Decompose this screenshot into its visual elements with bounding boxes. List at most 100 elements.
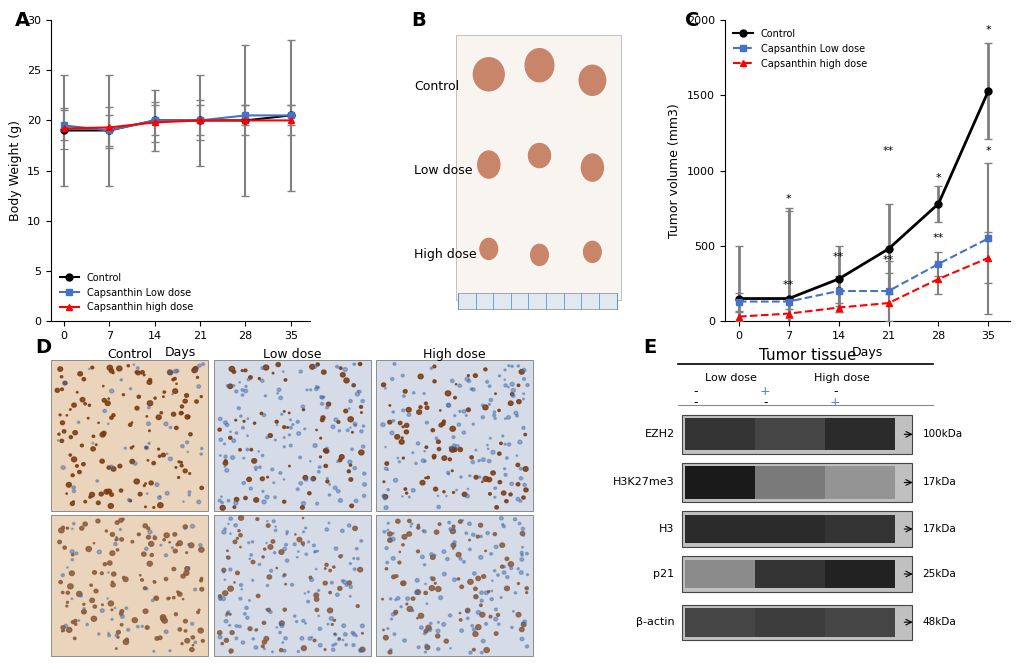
Ellipse shape (280, 413, 282, 415)
Ellipse shape (83, 377, 86, 381)
Ellipse shape (507, 365, 510, 367)
Ellipse shape (342, 581, 346, 584)
Ellipse shape (472, 648, 475, 651)
Ellipse shape (389, 432, 393, 435)
Ellipse shape (282, 371, 283, 373)
Ellipse shape (490, 471, 495, 475)
Ellipse shape (289, 426, 292, 429)
Ellipse shape (425, 478, 426, 479)
Ellipse shape (493, 411, 495, 413)
Ellipse shape (511, 365, 513, 367)
Ellipse shape (302, 619, 305, 622)
Ellipse shape (505, 457, 507, 459)
Ellipse shape (497, 623, 499, 626)
Ellipse shape (108, 634, 110, 637)
Ellipse shape (173, 377, 176, 380)
Ellipse shape (141, 626, 144, 628)
Ellipse shape (485, 532, 489, 535)
Ellipse shape (197, 611, 199, 613)
Ellipse shape (325, 447, 328, 449)
Ellipse shape (481, 640, 485, 643)
FancyBboxPatch shape (754, 559, 824, 589)
Ellipse shape (120, 379, 122, 381)
Ellipse shape (465, 377, 469, 381)
Ellipse shape (324, 464, 327, 468)
FancyBboxPatch shape (824, 418, 894, 450)
Ellipse shape (382, 630, 384, 631)
Ellipse shape (441, 456, 446, 460)
Ellipse shape (89, 496, 92, 498)
Ellipse shape (147, 422, 151, 425)
Ellipse shape (86, 624, 89, 626)
Ellipse shape (63, 381, 67, 385)
Ellipse shape (430, 555, 435, 559)
Ellipse shape (184, 415, 190, 419)
Ellipse shape (526, 574, 528, 575)
Ellipse shape (258, 377, 260, 379)
Ellipse shape (452, 529, 454, 531)
Ellipse shape (447, 458, 451, 461)
Ellipse shape (266, 476, 268, 478)
Ellipse shape (200, 587, 204, 591)
Ellipse shape (382, 531, 385, 533)
Ellipse shape (108, 572, 109, 573)
Ellipse shape (201, 640, 204, 642)
Ellipse shape (341, 555, 342, 556)
Ellipse shape (360, 430, 363, 433)
Ellipse shape (167, 370, 171, 373)
Ellipse shape (406, 597, 410, 601)
Ellipse shape (415, 462, 417, 464)
Ellipse shape (224, 455, 227, 458)
Ellipse shape (466, 610, 469, 613)
Ellipse shape (520, 558, 523, 561)
Ellipse shape (381, 599, 383, 600)
FancyBboxPatch shape (685, 514, 754, 543)
Ellipse shape (468, 548, 471, 551)
Ellipse shape (182, 501, 184, 502)
Ellipse shape (282, 650, 285, 652)
Ellipse shape (424, 451, 425, 452)
Ellipse shape (255, 630, 257, 631)
Ellipse shape (71, 621, 74, 624)
Ellipse shape (252, 638, 254, 640)
Ellipse shape (193, 645, 194, 646)
Ellipse shape (125, 607, 127, 609)
Ellipse shape (76, 591, 82, 597)
Text: -: - (833, 385, 837, 397)
Ellipse shape (145, 446, 147, 449)
Ellipse shape (235, 432, 237, 434)
Ellipse shape (451, 436, 454, 438)
Ellipse shape (353, 527, 357, 531)
Ellipse shape (432, 457, 435, 459)
Ellipse shape (276, 627, 277, 628)
Ellipse shape (166, 453, 167, 454)
Ellipse shape (225, 614, 227, 616)
Ellipse shape (116, 630, 120, 634)
Text: **: ** (783, 280, 794, 290)
Ellipse shape (237, 407, 240, 409)
Ellipse shape (499, 543, 504, 547)
Ellipse shape (329, 617, 333, 620)
Ellipse shape (503, 444, 505, 445)
Ellipse shape (276, 393, 278, 394)
Ellipse shape (340, 373, 344, 377)
Ellipse shape (198, 628, 203, 633)
Ellipse shape (120, 538, 123, 541)
FancyBboxPatch shape (754, 607, 824, 637)
Ellipse shape (119, 612, 122, 615)
Ellipse shape (233, 501, 237, 505)
Ellipse shape (459, 557, 462, 560)
Ellipse shape (302, 502, 306, 505)
Ellipse shape (494, 545, 497, 549)
Ellipse shape (443, 640, 448, 643)
Ellipse shape (503, 379, 505, 381)
Ellipse shape (358, 363, 362, 365)
Ellipse shape (109, 389, 114, 393)
Ellipse shape (525, 49, 553, 82)
Ellipse shape (396, 458, 398, 459)
Text: C: C (684, 11, 698, 30)
Ellipse shape (73, 637, 76, 640)
Ellipse shape (283, 411, 284, 412)
Ellipse shape (390, 537, 394, 541)
Ellipse shape (233, 582, 235, 583)
